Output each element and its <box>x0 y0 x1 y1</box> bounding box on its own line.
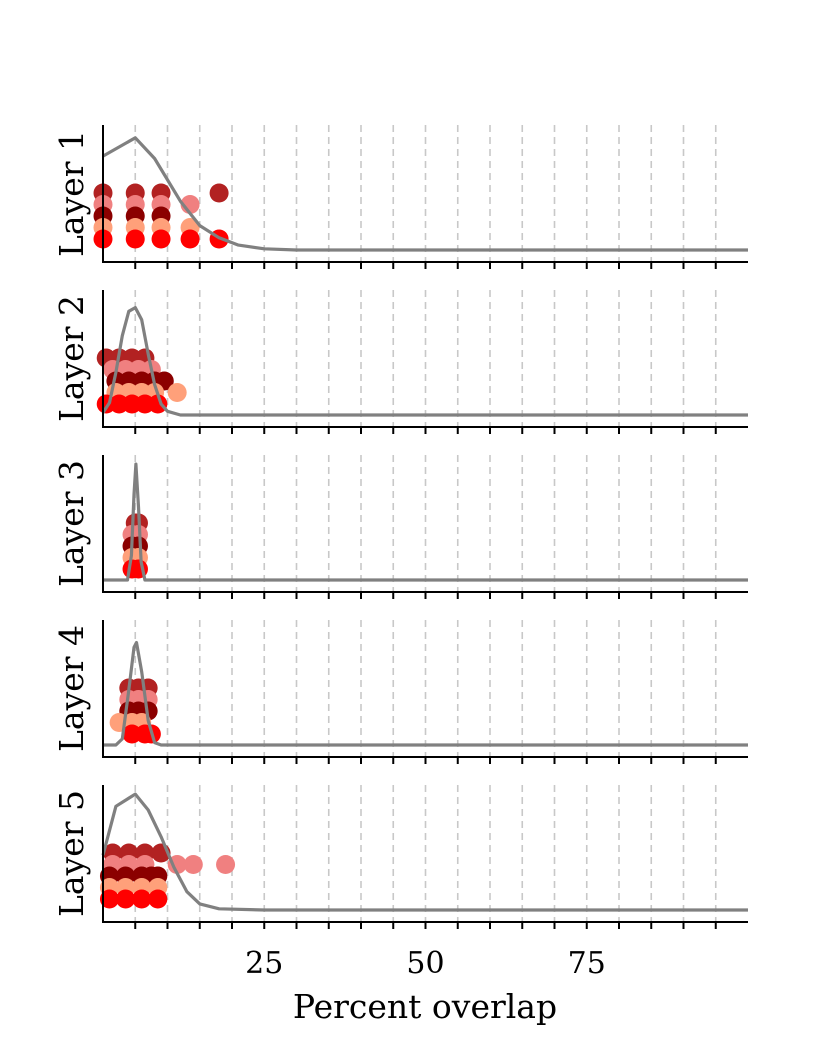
data-point <box>132 889 152 909</box>
x-tick-label: 25 <box>245 946 283 981</box>
x-axis-label: Percent overlap <box>293 987 557 1026</box>
x-tick-labels: 25 50 75 <box>245 946 606 981</box>
panel-4: Layer 4 <box>52 620 748 764</box>
data-point <box>216 855 236 874</box>
data-point <box>99 889 119 909</box>
data-point <box>148 394 168 414</box>
density-curve <box>102 136 748 252</box>
panel-1: Layer 1 <box>52 125 748 269</box>
density-curve <box>101 792 748 912</box>
data-point <box>151 229 171 249</box>
x-tick-label: 75 <box>568 946 606 981</box>
y-axis-label: Layer 2 <box>52 295 91 422</box>
x-tick-label: 50 <box>406 946 444 981</box>
density-curve <box>103 462 748 582</box>
data-point <box>167 383 187 402</box>
density-curve <box>103 640 748 747</box>
panel-3: Layer 3 <box>52 455 748 599</box>
y-axis-label: Layer 1 <box>52 130 91 257</box>
data-point <box>116 889 136 909</box>
data-point <box>209 183 229 203</box>
panel-2: Layer 2 <box>52 290 748 434</box>
density-curve <box>101 306 748 417</box>
data-point <box>125 229 145 249</box>
data-point <box>148 889 168 909</box>
y-axis-label: Layer 3 <box>52 460 91 587</box>
y-axis-label: Layer 5 <box>52 790 91 917</box>
data-point <box>183 855 203 874</box>
panels: Layer 1 Layer 2 Layer 3 Layer 4 Layer 5 <box>52 125 748 929</box>
data-point <box>180 229 200 249</box>
panel-5: Layer 5 <box>52 785 748 929</box>
y-axis-label: Layer 4 <box>52 625 91 752</box>
